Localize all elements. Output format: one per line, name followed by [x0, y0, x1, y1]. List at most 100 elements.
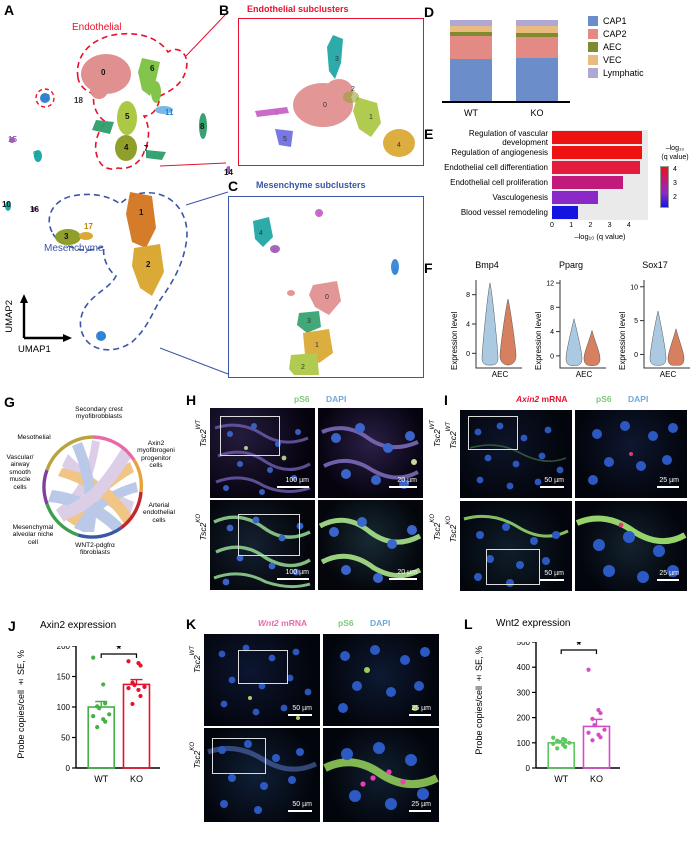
stacked-bar-ko [516, 20, 558, 102]
data-point [563, 738, 568, 743]
svg-text:500: 500 [517, 642, 531, 647]
stack-segment-aec-wt [450, 32, 492, 37]
data-point [136, 687, 141, 693]
chord-label-secondary-crest: Secondary crest myofibrobblasts [75, 406, 123, 421]
cluster-label-9: 9 [33, 150, 38, 159]
row-label-tsc2-wt-h: Tsc2WT [196, 420, 208, 447]
significance-asterisk: * [577, 642, 582, 652]
scalebar-h-wt [277, 485, 309, 488]
panel-e-xtick: 4 [626, 222, 631, 229]
panel-e-colorbar [660, 166, 669, 208]
cluster-label-1: 1 [139, 208, 144, 217]
go-term-track [552, 160, 648, 175]
violin-plot-sox17: Sox17 0 5 10 AEC Expression level [618, 258, 692, 379]
go-term-row: Vasculogenesis [424, 190, 648, 205]
cluster-label-18: 18 [74, 96, 83, 105]
data-point [97, 706, 102, 711]
panel-g-chord-diagram: G Secondary crest myofibrobblasts Axin2 my… [0, 392, 186, 592]
cluster-label-5: 5 [125, 112, 130, 121]
panel-e-xtick: 1 [569, 222, 574, 229]
go-term-bar [552, 131, 643, 144]
data-point [103, 701, 108, 706]
roi-box-i-wt [468, 416, 518, 450]
cluster-label-15: 15 [8, 135, 17, 144]
violin-plot-bmp4: Bmp4 0 4 8 AEC Expression level [450, 258, 524, 379]
panel-l-title: Wnt2 expression [496, 618, 571, 629]
svg-text:50: 50 [61, 734, 70, 743]
stack-segment-lymphatic-ko [516, 20, 558, 26]
xtick-wt: WT [94, 774, 108, 784]
row-label-tsc2-wt-i: Tsc2WT [446, 422, 458, 449]
violin-xlabel-bmp4: AEC [491, 370, 509, 379]
svg-text:1: 1 [369, 114, 373, 121]
svg-text:5: 5 [283, 136, 287, 143]
legend-label-aec: AEC [603, 42, 622, 52]
panel-l-ylabel: Probe copies/cell ± SE, % [474, 646, 484, 755]
row-label-tsc2-ko-h-right: Tsc2KO [430, 514, 442, 541]
violin-ylabel-sox17: Expression level [618, 311, 627, 370]
scalebar-i-ko [540, 578, 564, 581]
roi-box-h-ko [238, 514, 300, 556]
svg-text:4: 4 [550, 329, 554, 336]
svg-text:6: 6 [273, 248, 277, 255]
panel-b-title: Endothelial subclusters [247, 4, 349, 14]
colorbar-tick-3: 3 [673, 180, 677, 187]
svg-text:4: 4 [259, 230, 263, 237]
panel-k-wnt2-rnascope: K Wnt2 mRNA pS6 DAPI Tsc2WT Tsc2KO 50 µm… [186, 602, 462, 842]
go-term-label: Regulation of angiogenesis [451, 148, 548, 157]
panel-e-rows: Regulation of vascular development Regula… [424, 129, 648, 220]
data-point [95, 725, 100, 730]
svg-text:200: 200 [517, 714, 531, 723]
cluster-label-0: 0 [101, 68, 106, 77]
scaletext-h-wt: 100 µm [285, 477, 310, 484]
xtick-ko: KO [130, 774, 143, 784]
violin-shape-ko [667, 328, 685, 366]
svg-text:10: 10 [630, 284, 638, 291]
micrograph-h-ko-zoom: 20 µm [318, 500, 423, 590]
legend-swatch-lymphatic [588, 68, 598, 78]
go-term-row: Blood vessel remodeling [424, 205, 648, 220]
channel-label-ps6-h: pS6 [294, 394, 310, 404]
xtick-ko: KO [590, 774, 603, 784]
legend-item-cap1: CAP1 [588, 16, 644, 26]
scalebar-k-wt-zoom [409, 713, 431, 716]
cluster-label-14: 14 [224, 168, 233, 177]
colorbar-title-line2: (q value) [661, 154, 689, 161]
data-point [596, 707, 601, 713]
legend-swatch-cap1 [588, 16, 598, 26]
violin-shape-wt [649, 311, 667, 366]
stack-segment-aec-ko [516, 33, 558, 38]
cluster-label-10: 10 [2, 200, 11, 209]
cluster-label-16: 16 [30, 205, 39, 214]
stack-segment-cap2-wt [450, 36, 492, 60]
panel-letter-f: F [424, 260, 433, 276]
panel-l-wnt2-quantification: L Wnt2 expression Probe copies/cell ± SE… [462, 602, 700, 842]
panel-j-chart: 0 50 100 150 200 WT KO * [50, 642, 160, 784]
panel-e-colorbar-title: –log₁₀ (q value) [652, 144, 698, 162]
micrograph-k-wt-zoom: 25 µm [323, 634, 439, 726]
legend-label-cap2: CAP2 [603, 29, 627, 39]
cluster-label-12: 12 [41, 93, 50, 102]
row-label-tsc2-wt-k: Tsc2WT [190, 646, 202, 673]
svg-text:4: 4 [397, 142, 401, 149]
stack-segment-vec-ko [516, 25, 558, 34]
data-point [132, 682, 137, 688]
stack-segment-cap1-wt [450, 59, 492, 102]
go-term-bar [552, 191, 599, 204]
row-label-tsc2-ko-k: Tsc2KO [190, 742, 202, 769]
panel-letter-h: H [186, 392, 197, 408]
cluster-label-2: 2 [146, 260, 151, 269]
svg-text:300: 300 [517, 688, 531, 697]
umap-axes [20, 294, 72, 342]
panel-letter-k: K [186, 616, 197, 632]
scaletext-k-ko: 50 µm [292, 801, 312, 808]
panel-d-axis [442, 101, 570, 103]
scaletext-h-ko: 100 µm [285, 569, 310, 576]
channel-label-dapi-k: DAPI [370, 618, 391, 628]
scalebar-h-ko-zoom [389, 577, 417, 580]
scaletext-i-ko-zoom: 25 µm [659, 570, 679, 577]
stacked-bar-wt [450, 20, 492, 102]
data-point [138, 693, 143, 699]
svg-text:3: 3 [307, 318, 311, 325]
svg-text:8: 8 [550, 305, 554, 312]
